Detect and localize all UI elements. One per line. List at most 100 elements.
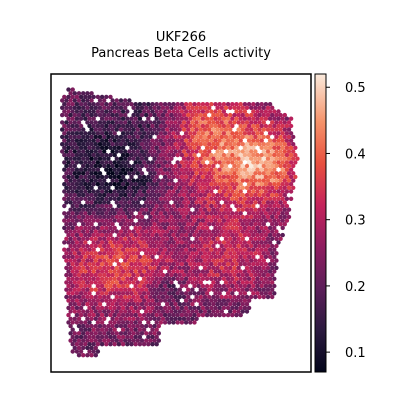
spot bbox=[85, 302, 90, 307]
spot bbox=[211, 280, 216, 285]
spot bbox=[146, 152, 151, 158]
spot bbox=[230, 145, 235, 150]
spot bbox=[192, 189, 197, 194]
spot bbox=[125, 211, 130, 216]
spot bbox=[148, 222, 153, 227]
spot bbox=[207, 265, 212, 271]
spot bbox=[83, 291, 88, 296]
spot bbox=[156, 258, 161, 263]
spot bbox=[87, 254, 92, 260]
spot bbox=[232, 112, 237, 118]
spot bbox=[74, 211, 80, 216]
spot bbox=[265, 251, 271, 256]
spot bbox=[234, 131, 239, 136]
spot bbox=[62, 94, 67, 100]
spot bbox=[74, 305, 80, 311]
spot bbox=[267, 247, 273, 252]
spot bbox=[106, 127, 111, 132]
spot bbox=[167, 102, 172, 107]
spot bbox=[246, 167, 252, 172]
spot bbox=[144, 134, 149, 140]
spot bbox=[242, 283, 248, 289]
spot bbox=[110, 265, 115, 271]
spot bbox=[169, 192, 174, 198]
spot bbox=[106, 265, 111, 271]
spot bbox=[68, 98, 73, 103]
spot bbox=[102, 272, 107, 278]
spot bbox=[120, 240, 126, 245]
spot bbox=[81, 345, 86, 351]
spot bbox=[68, 120, 73, 125]
spot bbox=[116, 174, 122, 180]
spot bbox=[108, 94, 113, 100]
spot bbox=[83, 189, 88, 194]
spot bbox=[278, 149, 283, 154]
spot bbox=[120, 189, 126, 194]
spot bbox=[198, 142, 203, 147]
spot bbox=[154, 218, 159, 223]
spot bbox=[246, 145, 252, 150]
spot bbox=[200, 167, 206, 172]
spot bbox=[225, 225, 231, 231]
spot bbox=[108, 102, 113, 107]
spot bbox=[102, 127, 107, 132]
spot bbox=[64, 134, 69, 140]
spot bbox=[133, 145, 138, 150]
spot bbox=[89, 185, 94, 190]
spot bbox=[76, 353, 82, 358]
spot bbox=[186, 185, 191, 190]
spot bbox=[209, 305, 214, 311]
spot bbox=[225, 312, 231, 318]
spot bbox=[259, 254, 264, 260]
spot bbox=[112, 276, 117, 281]
spot bbox=[240, 185, 245, 190]
spot bbox=[81, 178, 86, 183]
spot bbox=[104, 160, 109, 165]
spot bbox=[89, 287, 94, 292]
spot bbox=[225, 174, 231, 180]
spot bbox=[99, 138, 105, 143]
spot bbox=[158, 102, 164, 107]
spot bbox=[242, 298, 248, 303]
spot bbox=[76, 149, 82, 154]
spot bbox=[70, 109, 75, 114]
spot bbox=[127, 338, 132, 343]
spot bbox=[95, 232, 101, 238]
spot bbox=[116, 298, 122, 303]
spot bbox=[177, 178, 182, 183]
spot bbox=[165, 265, 170, 271]
spot bbox=[116, 276, 122, 281]
spot bbox=[211, 294, 216, 300]
spot bbox=[70, 276, 75, 281]
spot bbox=[251, 182, 256, 187]
spot bbox=[156, 331, 161, 336]
spot bbox=[194, 251, 199, 256]
spot bbox=[104, 218, 109, 223]
spot bbox=[234, 312, 239, 318]
spot bbox=[181, 243, 187, 249]
spot bbox=[272, 283, 277, 289]
spot bbox=[171, 232, 176, 238]
spot bbox=[253, 149, 258, 154]
spot bbox=[64, 163, 69, 169]
spot bbox=[78, 102, 84, 107]
spot bbox=[60, 134, 65, 140]
spot bbox=[74, 131, 80, 136]
spot bbox=[253, 236, 258, 241]
spot bbox=[282, 142, 287, 147]
spot bbox=[242, 291, 248, 296]
spot bbox=[223, 163, 229, 169]
spot bbox=[230, 138, 235, 143]
spot bbox=[230, 116, 235, 121]
spot bbox=[276, 182, 281, 187]
spot bbox=[188, 247, 193, 252]
spot bbox=[150, 196, 155, 201]
spot bbox=[68, 272, 73, 278]
colorbar-tick-label: 0.3 bbox=[345, 214, 366, 229]
spot bbox=[129, 327, 134, 332]
spot bbox=[267, 232, 273, 238]
spot bbox=[171, 189, 176, 194]
spot bbox=[186, 287, 191, 292]
spot bbox=[202, 163, 208, 169]
spot bbox=[133, 109, 138, 114]
